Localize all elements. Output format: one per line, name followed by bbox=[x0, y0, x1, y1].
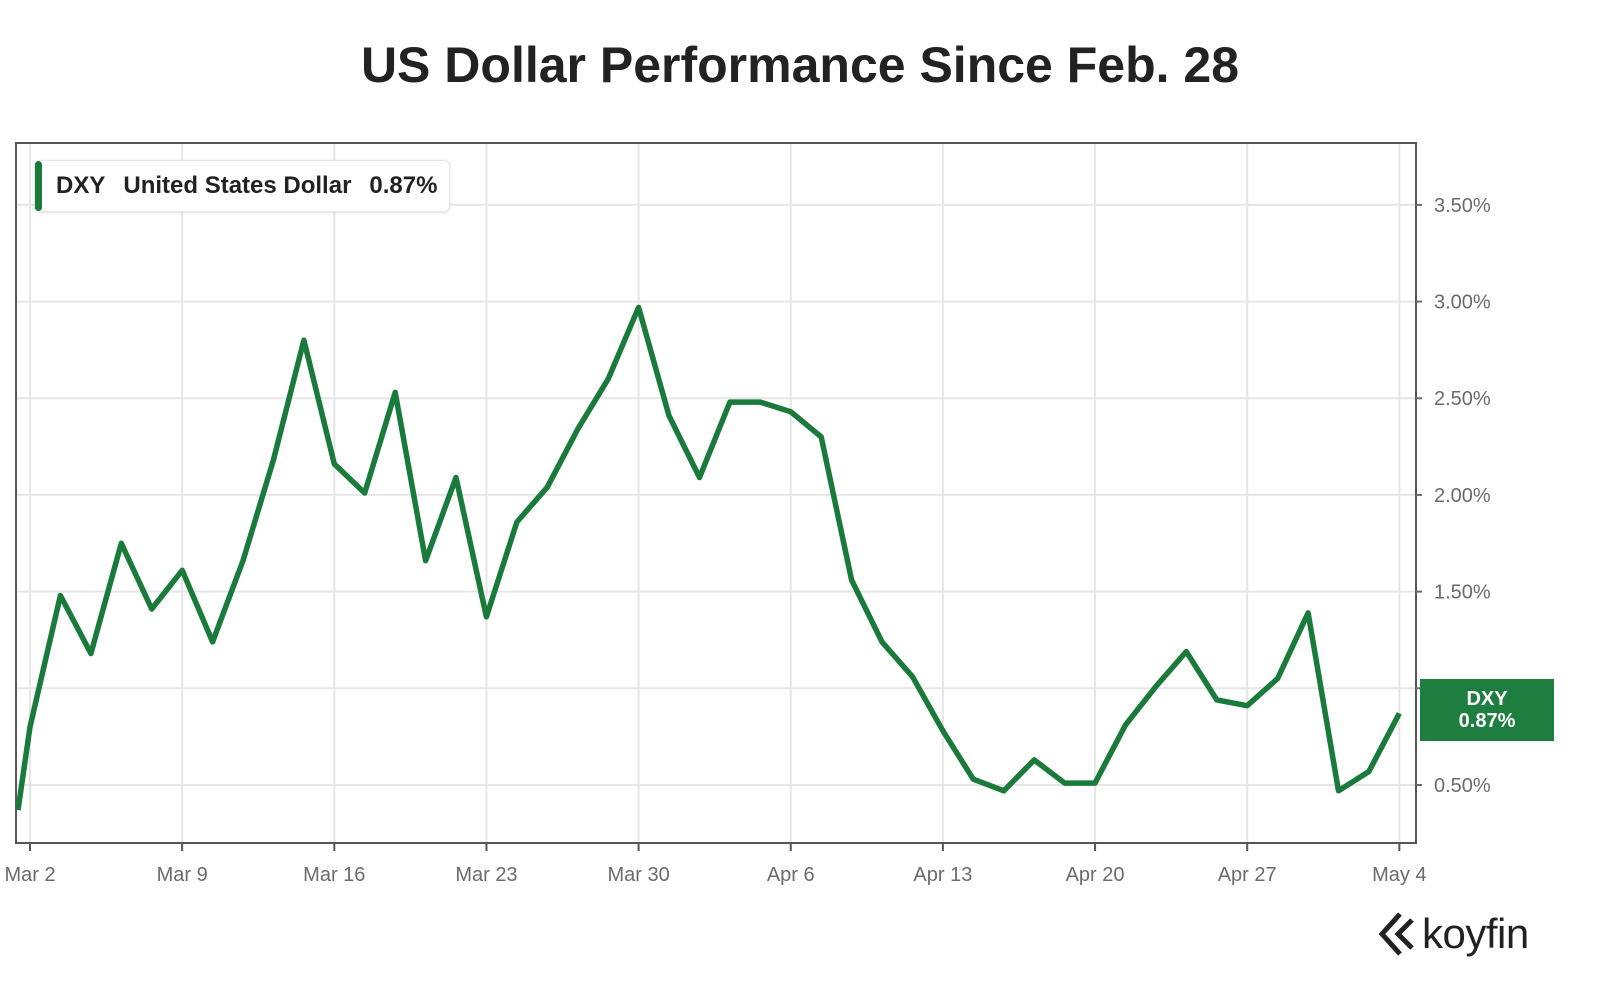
legend-series-name: United States Dollar bbox=[123, 172, 352, 199]
data-point bbox=[1366, 768, 1372, 774]
data-point bbox=[392, 389, 398, 395]
badge-ticker: DXY bbox=[1466, 688, 1508, 710]
data-point bbox=[1183, 649, 1189, 655]
data-point bbox=[423, 558, 429, 564]
data-point bbox=[757, 399, 763, 405]
data-point bbox=[1396, 710, 1402, 716]
data-point bbox=[879, 639, 885, 645]
data-point bbox=[970, 776, 976, 782]
y-tick-label: 3.50% bbox=[1434, 195, 1491, 217]
data-point bbox=[301, 337, 307, 343]
koyfin-logo: koyfin bbox=[1378, 910, 1529, 958]
data-point bbox=[1244, 703, 1250, 709]
y-tick-label: 2.50% bbox=[1434, 388, 1491, 410]
x-tick-label: Apr 27 bbox=[1218, 864, 1277, 886]
x-axis: Mar 2 Mar 9 Mar 16 Mar 23 Mar 30 Apr 6 Apr 13 A… bbox=[4, 843, 1427, 886]
data-point bbox=[849, 577, 855, 583]
x-tick-label: Mar 30 bbox=[607, 864, 669, 886]
legend-swatch bbox=[35, 161, 42, 211]
data-point bbox=[1001, 788, 1007, 794]
data-point bbox=[1305, 610, 1311, 616]
data-point bbox=[909, 674, 915, 680]
data-point bbox=[331, 461, 337, 467]
y-tick-label: 3.00% bbox=[1434, 292, 1491, 314]
data-point bbox=[118, 540, 124, 546]
data-point bbox=[453, 475, 459, 481]
data-point bbox=[727, 399, 733, 405]
data-point bbox=[544, 484, 550, 490]
plot-frame bbox=[15, 142, 1417, 844]
data-point bbox=[210, 639, 216, 645]
data-point bbox=[1062, 780, 1068, 786]
y-axis: 0.50%1.00%1.50%2.00%2.50%3.00%3.50% bbox=[1416, 195, 1491, 797]
data-point bbox=[149, 606, 155, 612]
data-point bbox=[1031, 757, 1037, 763]
legend-ticker: DXY bbox=[56, 172, 106, 199]
chart-title: US Dollar Performance Since Feb. 28 bbox=[360, 37, 1240, 93]
koyfin-logo-icon bbox=[1378, 912, 1414, 956]
data-point bbox=[1275, 676, 1281, 682]
gridlines bbox=[16, 143, 1416, 843]
data-point bbox=[696, 475, 702, 481]
x-tick-label: May 4 bbox=[1372, 864, 1426, 886]
x-tick-label: Mar 2 bbox=[4, 864, 55, 886]
data-point bbox=[514, 519, 520, 525]
data-point bbox=[1153, 683, 1159, 689]
data-point bbox=[818, 434, 824, 440]
data-point bbox=[240, 558, 246, 564]
data-point bbox=[575, 426, 581, 432]
data-point bbox=[179, 567, 185, 573]
badge-value: 0.87% bbox=[1458, 710, 1516, 732]
data-point bbox=[1335, 788, 1341, 794]
x-tick-label: Apr 13 bbox=[913, 864, 972, 886]
data-point bbox=[636, 304, 642, 310]
data-point bbox=[1092, 780, 1098, 786]
x-tick-label: Mar 9 bbox=[157, 864, 208, 886]
data-point bbox=[940, 728, 946, 734]
data-point bbox=[88, 650, 94, 656]
data-points bbox=[27, 304, 1402, 793]
x-tick-label: Apr 20 bbox=[1066, 864, 1125, 886]
koyfin-logo-text: koyfin bbox=[1422, 910, 1529, 957]
data-point bbox=[666, 413, 672, 419]
y-tick-label: 2.00% bbox=[1434, 485, 1491, 507]
series-line-dxy bbox=[15, 304, 1402, 811]
x-tick-label: Apr 6 bbox=[767, 864, 815, 886]
data-point bbox=[1122, 722, 1128, 728]
x-tick-label: Mar 16 bbox=[303, 864, 365, 886]
data-point bbox=[605, 376, 611, 382]
data-point bbox=[270, 457, 276, 463]
y-tick-label: 0.50% bbox=[1434, 775, 1491, 797]
x-tick-label: Mar 23 bbox=[455, 864, 517, 886]
data-point bbox=[57, 592, 63, 598]
data-point bbox=[1214, 697, 1220, 703]
y-tick-label: 1.50% bbox=[1434, 582, 1491, 604]
data-point bbox=[27, 724, 33, 730]
last-value-badge: DXY 0.87% bbox=[1420, 679, 1554, 741]
data-point bbox=[788, 409, 794, 415]
legend[interactable]: DXY United States Dollar 0.87% bbox=[34, 160, 451, 212]
data-point bbox=[362, 490, 368, 496]
data-point bbox=[483, 614, 489, 620]
legend-value: 0.87% bbox=[369, 172, 438, 199]
